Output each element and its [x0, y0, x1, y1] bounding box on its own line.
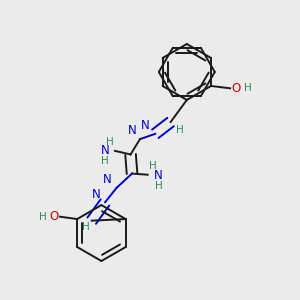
Text: N: N [154, 169, 162, 182]
Text: H: H [149, 161, 157, 171]
Text: H: H [176, 125, 184, 135]
Text: H: H [39, 212, 46, 222]
Text: N: N [103, 173, 112, 186]
Text: N: N [92, 188, 101, 201]
Text: N: N [141, 119, 150, 132]
Text: O: O [50, 210, 59, 223]
Text: H: H [155, 181, 162, 191]
Text: N: N [101, 144, 110, 158]
Text: H: H [106, 137, 114, 147]
Text: H: H [244, 83, 251, 93]
Text: O: O [231, 82, 241, 95]
Text: H: H [82, 222, 90, 232]
Text: H: H [101, 156, 109, 166]
Text: N: N [128, 124, 136, 137]
